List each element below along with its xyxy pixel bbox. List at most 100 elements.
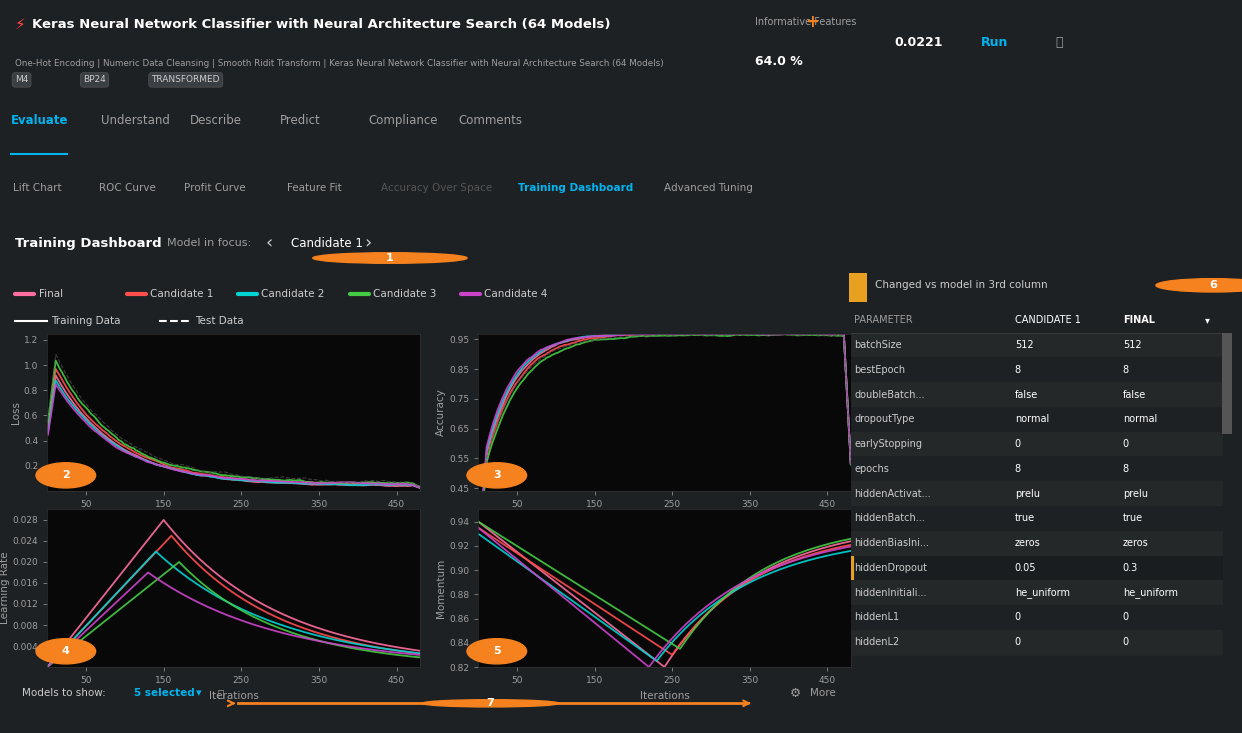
Text: normal: normal <box>1123 414 1158 424</box>
Text: doubleBatch...: doubleBatch... <box>854 389 925 399</box>
Text: 0: 0 <box>1015 613 1021 622</box>
Text: ⓘ: ⓘ <box>217 688 224 699</box>
Text: 0.0221: 0.0221 <box>894 36 943 48</box>
Circle shape <box>36 638 96 664</box>
Text: Accuracy Over Space: Accuracy Over Space <box>381 183 493 193</box>
Text: ▾: ▾ <box>1205 315 1210 325</box>
Text: Changed vs model in 3rd column: Changed vs model in 3rd column <box>876 280 1048 290</box>
Text: Candidate 1: Candidate 1 <box>292 237 363 250</box>
Text: Describe: Describe <box>190 114 242 128</box>
Text: ‹: ‹ <box>266 235 273 252</box>
FancyBboxPatch shape <box>851 630 1223 655</box>
Text: PARAMETER: PARAMETER <box>854 315 913 325</box>
Text: zeros: zeros <box>1015 538 1041 548</box>
Text: Candidate 2: Candidate 2 <box>261 289 324 299</box>
Text: Profit Curve: Profit Curve <box>184 183 246 193</box>
Text: true: true <box>1123 513 1143 523</box>
FancyBboxPatch shape <box>851 605 1223 630</box>
Text: ⚡: ⚡ <box>15 17 26 32</box>
Text: Feature Fit: Feature Fit <box>287 183 342 193</box>
Text: false: false <box>1123 389 1146 399</box>
Text: M4: M4 <box>15 75 29 84</box>
X-axis label: Iterations: Iterations <box>640 690 689 701</box>
X-axis label: Iterations: Iterations <box>209 690 258 701</box>
Text: he_uniform: he_uniform <box>1123 587 1177 598</box>
Text: hiddenL2: hiddenL2 <box>854 637 899 647</box>
Text: Model in focus:: Model in focus: <box>168 238 251 248</box>
Text: 0: 0 <box>1015 439 1021 449</box>
FancyBboxPatch shape <box>851 581 1223 605</box>
Text: 0: 0 <box>1123 637 1129 647</box>
Text: 0.05: 0.05 <box>1015 563 1036 573</box>
Text: Evaluate: Evaluate <box>11 114 68 128</box>
Circle shape <box>313 253 467 263</box>
Y-axis label: Accuracy: Accuracy <box>436 388 446 436</box>
Text: Training Data: Training Data <box>51 317 120 326</box>
Text: Keras Neural Network Classifier with Neural Architecture Search (64 Models): Keras Neural Network Classifier with Neu… <box>32 18 611 31</box>
Text: 0: 0 <box>1123 439 1129 449</box>
Text: 3: 3 <box>493 471 501 480</box>
FancyBboxPatch shape <box>851 358 1223 382</box>
Text: Predict: Predict <box>279 114 320 128</box>
Text: hiddenDropout: hiddenDropout <box>854 563 928 573</box>
Text: ⚙: ⚙ <box>790 687 801 700</box>
Text: Advanced Tuning: Advanced Tuning <box>664 183 753 193</box>
Text: Informative Features: Informative Features <box>755 17 857 27</box>
Text: 512: 512 <box>1015 340 1033 350</box>
Text: Compliance: Compliance <box>369 114 438 128</box>
Text: epochs: epochs <box>854 464 889 474</box>
Text: Training Dashboard: Training Dashboard <box>518 183 633 193</box>
Text: dropoutType: dropoutType <box>854 414 915 424</box>
Text: 4: 4 <box>62 647 70 656</box>
Circle shape <box>1156 279 1242 292</box>
Text: Lift Chart: Lift Chart <box>12 183 62 193</box>
FancyBboxPatch shape <box>851 556 1223 581</box>
FancyBboxPatch shape <box>851 382 1223 407</box>
Text: true: true <box>1015 513 1035 523</box>
Text: Run: Run <box>981 36 1009 48</box>
Text: 8: 8 <box>1123 464 1129 474</box>
FancyBboxPatch shape <box>851 432 1223 457</box>
Text: 8: 8 <box>1123 365 1129 375</box>
Text: +: + <box>805 13 818 31</box>
Text: hiddenBiasIni...: hiddenBiasIni... <box>854 538 929 548</box>
Y-axis label: Loss: Loss <box>11 401 21 424</box>
Text: TRANSFORMED: TRANSFORMED <box>152 75 220 84</box>
X-axis label: Iterations: Iterations <box>640 515 689 525</box>
Text: 512: 512 <box>1123 340 1141 350</box>
Text: FINAL: FINAL <box>1123 315 1155 325</box>
FancyBboxPatch shape <box>851 407 1223 432</box>
Text: earlyStopping: earlyStopping <box>854 439 923 449</box>
Text: normal: normal <box>1015 414 1049 424</box>
Text: hiddenActivat...: hiddenActivat... <box>854 489 932 498</box>
Text: bestEpoch: bestEpoch <box>854 365 905 375</box>
Text: ›: › <box>364 235 371 252</box>
Text: More: More <box>810 688 836 699</box>
Text: batchSize: batchSize <box>854 340 902 350</box>
Text: hiddenL1: hiddenL1 <box>854 613 899 622</box>
Text: 2: 2 <box>62 471 70 480</box>
Text: 6: 6 <box>1210 280 1217 290</box>
Text: Training Dashboard: Training Dashboard <box>15 237 161 250</box>
Text: zeros: zeros <box>1123 538 1149 548</box>
Text: 0: 0 <box>1015 637 1021 647</box>
Text: ▾: ▾ <box>196 688 202 699</box>
FancyBboxPatch shape <box>851 482 1223 506</box>
Text: Final: Final <box>39 289 62 299</box>
Text: prelu: prelu <box>1123 489 1148 498</box>
Text: prelu: prelu <box>1015 489 1040 498</box>
Circle shape <box>467 638 527 664</box>
Text: 8: 8 <box>1015 464 1021 474</box>
Text: ROC Curve: ROC Curve <box>98 183 155 193</box>
Text: Candidate 4: Candidate 4 <box>484 289 548 299</box>
Text: 0: 0 <box>1123 613 1129 622</box>
Text: 8: 8 <box>1015 365 1021 375</box>
Text: 1: 1 <box>386 253 394 263</box>
Text: 5 selected: 5 selected <box>134 688 195 699</box>
Text: false: false <box>1015 389 1038 399</box>
Text: Candidate 1: Candidate 1 <box>150 289 214 299</box>
Circle shape <box>36 463 96 488</box>
Text: 0.3: 0.3 <box>1123 563 1138 573</box>
Y-axis label: Learning Rate: Learning Rate <box>0 552 10 625</box>
Bar <box>1222 333 1232 434</box>
